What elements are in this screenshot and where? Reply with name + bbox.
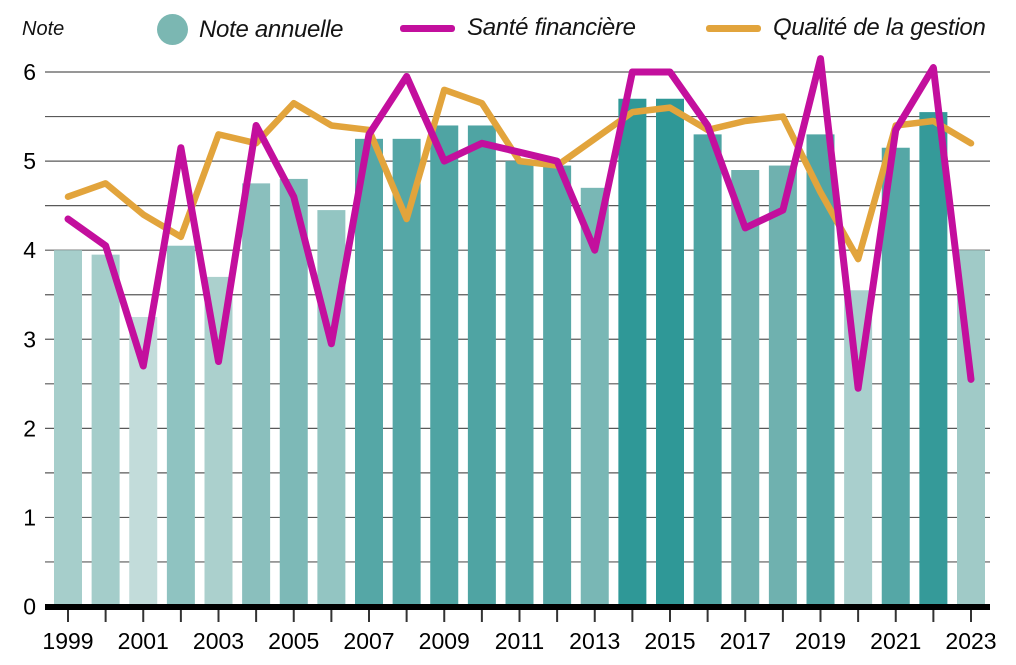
x-tick-label: 2009 <box>419 628 470 654</box>
legend-circle-swatch-icon <box>157 14 188 45</box>
bar-2018 <box>768 165 797 605</box>
x-tick-label: 2001 <box>118 628 169 654</box>
bar-2014 <box>618 98 647 605</box>
bar-2007 <box>355 138 383 605</box>
x-tick-label: 2005 <box>268 628 319 654</box>
bar-2010 <box>467 125 496 605</box>
x-tick-label: 2015 <box>644 628 695 654</box>
bar-2022 <box>919 112 948 605</box>
bar-2005 <box>279 178 308 605</box>
y-axis-title: Note <box>22 18 65 40</box>
bar-2006 <box>317 210 346 605</box>
legend-item-sante-financiere: Santé financière <box>400 14 636 42</box>
legend-label-note-annuelle: Note annuelle <box>199 15 344 43</box>
x-tick-label: 2003 <box>193 628 244 654</box>
y-tick-label: 4 <box>23 237 36 263</box>
bar-2003 <box>204 276 233 605</box>
x-axis-line <box>45 604 990 610</box>
x-tick-label: 2017 <box>720 628 771 654</box>
y-tick-label: 6 <box>23 59 36 85</box>
bar-2021 <box>881 147 910 605</box>
bar-1999 <box>54 250 82 605</box>
bar-2002 <box>166 245 195 605</box>
bar-2013 <box>580 187 609 605</box>
bar-2016 <box>693 134 722 605</box>
x-tick-label: 2013 <box>569 628 620 654</box>
legend-label-qualite-gestion: Qualité de la gestion <box>773 14 986 41</box>
legend-line-swatch-icon <box>400 24 455 32</box>
line-sante-financiere <box>64 55 975 392</box>
legend-line-swatch-icon <box>706 24 761 32</box>
legend-item-note-annuelle: Note annuelle <box>157 14 344 45</box>
x-tick-label: 2011 <box>495 628 544 654</box>
bar-2009 <box>430 125 459 605</box>
y-tick-label: 3 <box>23 326 36 352</box>
bar-2011 <box>505 161 534 605</box>
bar-2004 <box>242 183 271 605</box>
legend-label-sante-financiere: Santé financière <box>467 14 636 41</box>
y-tick-label: 2 <box>23 415 36 441</box>
line-qualite-gestion <box>64 86 975 263</box>
y-tick-label: 1 <box>23 504 36 530</box>
x-tick-label: 1999 <box>42 628 93 654</box>
x-tick-label: 2021 <box>870 628 921 654</box>
bar-2017 <box>731 170 760 605</box>
x-tick-label: 2007 <box>343 628 394 654</box>
x-tick-label: 2019 <box>795 628 846 654</box>
bar-2015 <box>656 98 684 605</box>
bar-2012 <box>543 165 572 605</box>
bar-2000 <box>91 254 120 605</box>
legend-item-qualite-gestion: Qualité de la gestion <box>706 14 986 42</box>
x-tick-label: 2023 <box>945 628 996 654</box>
y-tick-label: 0 <box>23 594 36 620</box>
y-tick-label: 5 <box>23 148 36 174</box>
